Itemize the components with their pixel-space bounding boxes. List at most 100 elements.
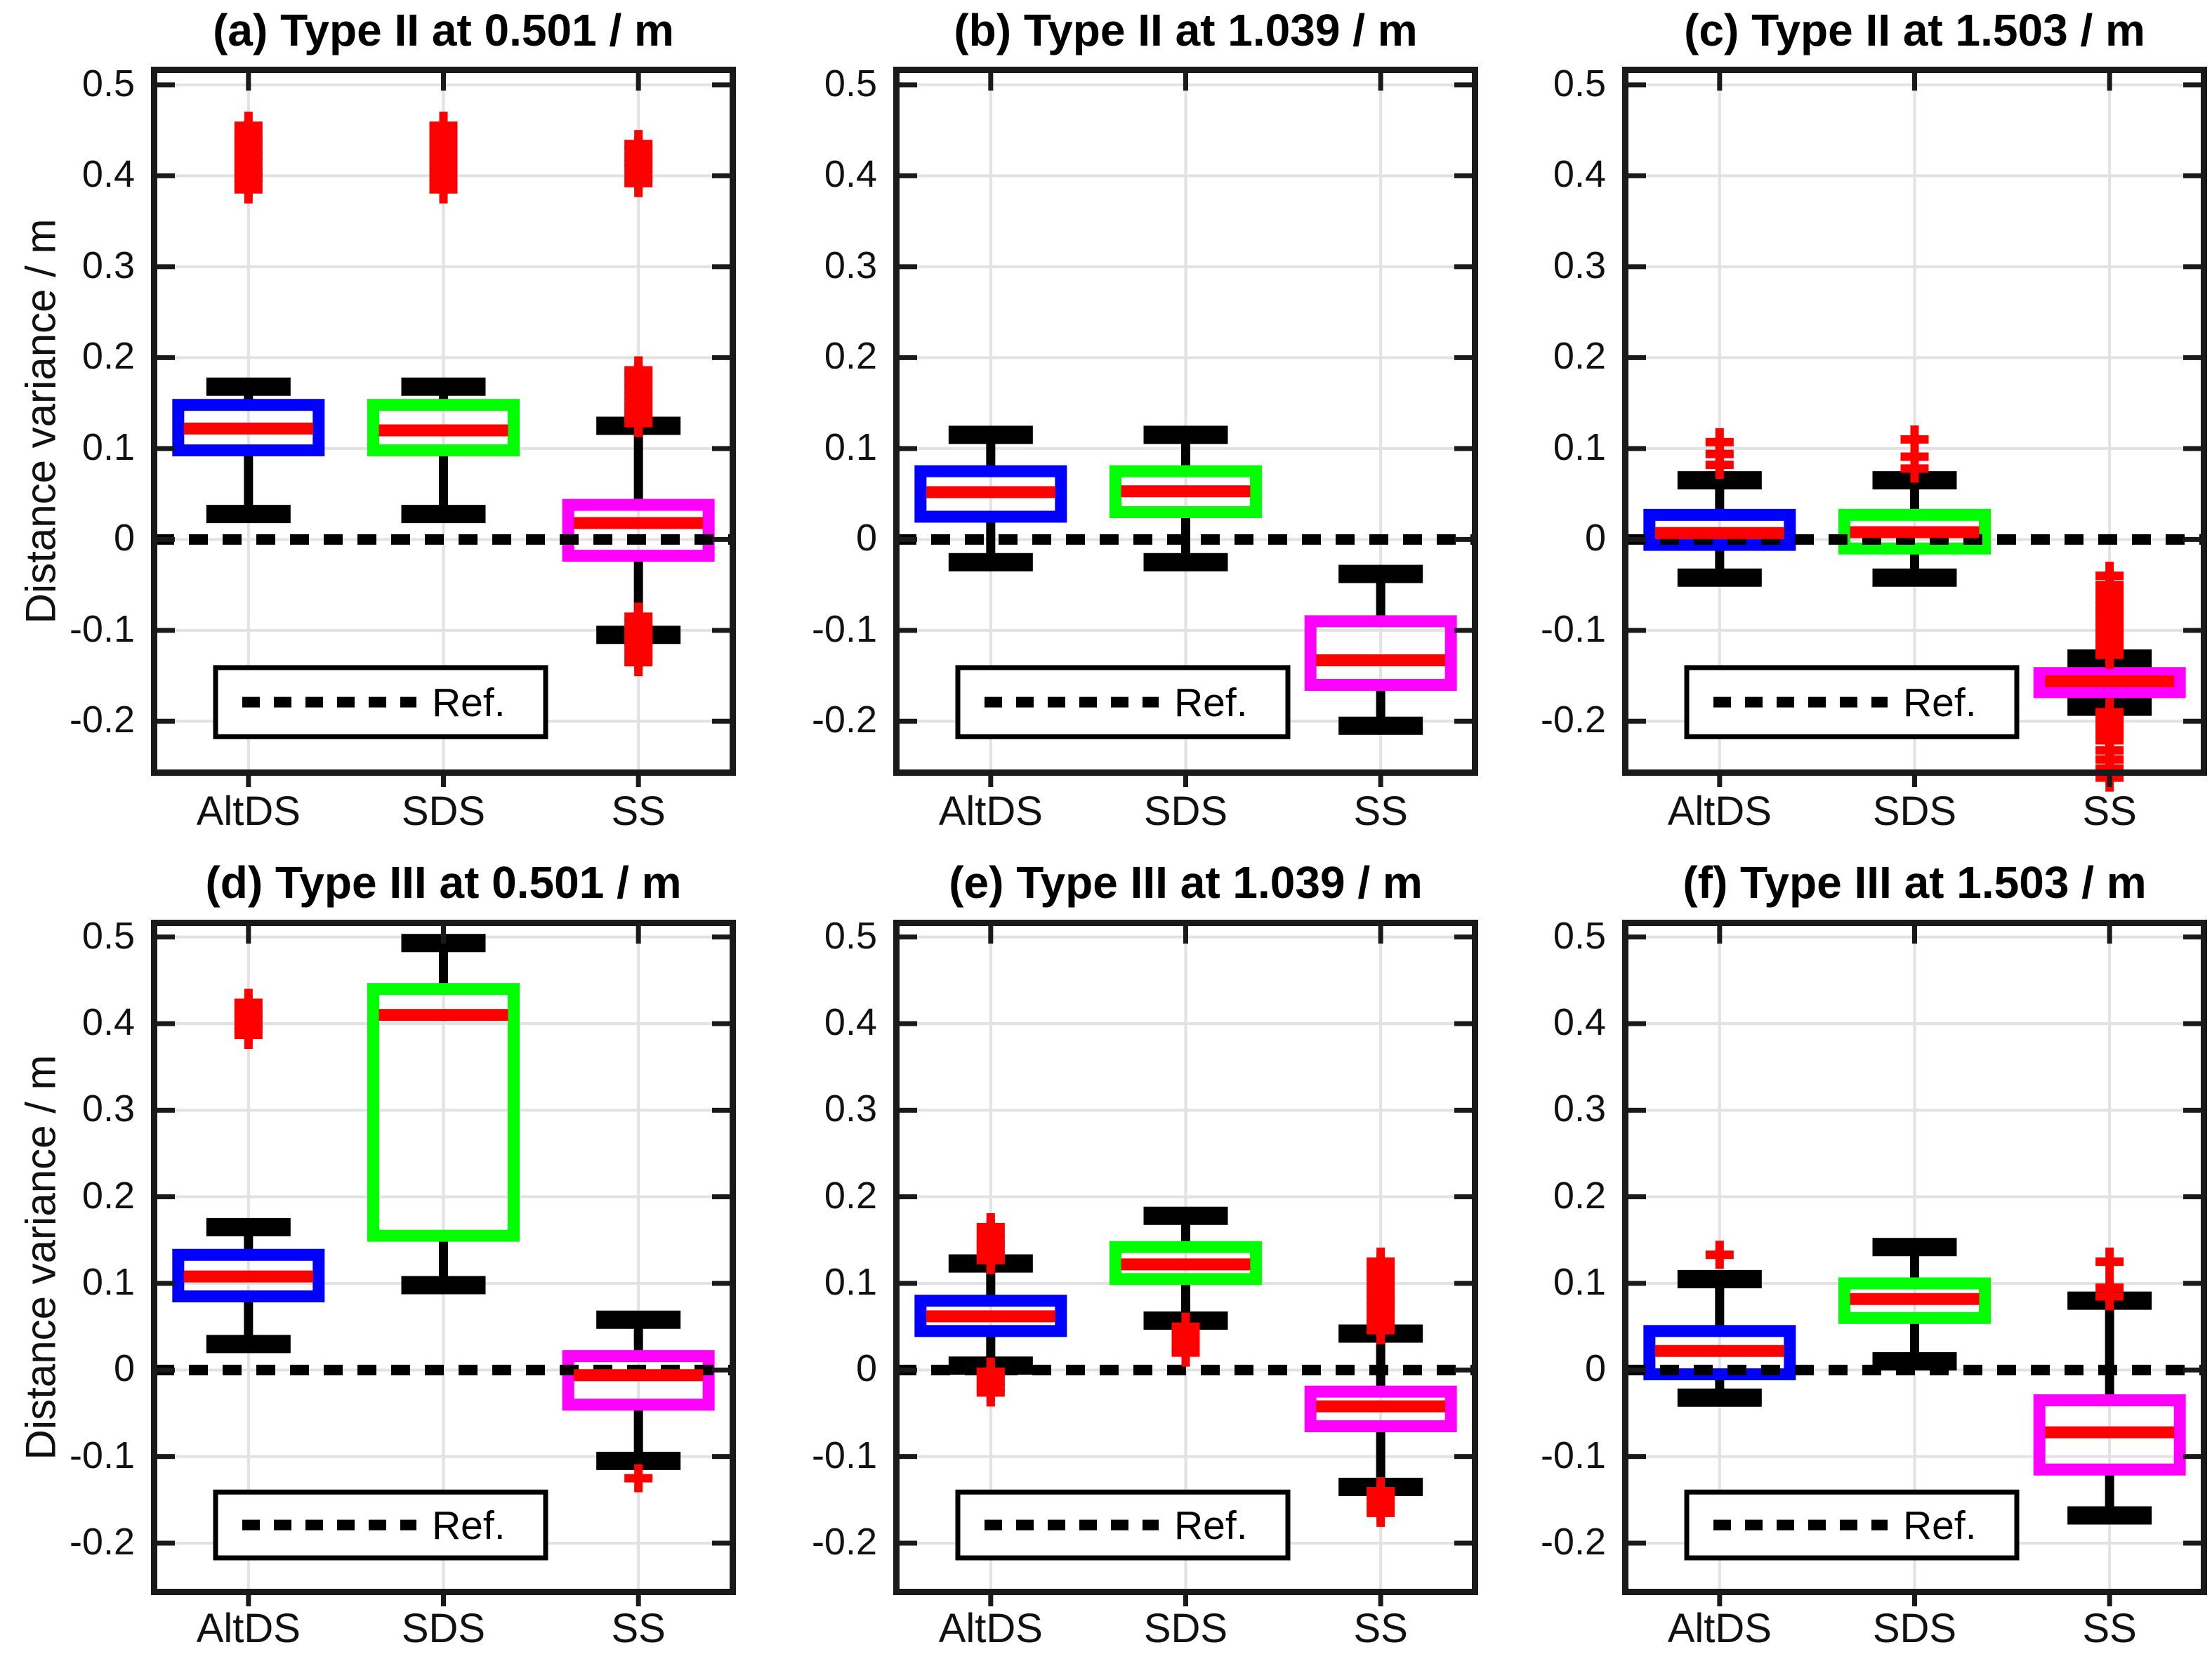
- outlier-marker: [1900, 425, 1929, 454]
- y-tick-label: 0.2: [824, 1174, 877, 1217]
- outlier-marker: [429, 112, 458, 140]
- box-SS: [1304, 615, 1457, 692]
- y-tick-label: 0.4: [824, 153, 877, 196]
- outlier-marker: [1367, 1498, 1395, 1527]
- y-tick-label: 0: [113, 517, 135, 560]
- outlier-marker: [2095, 1248, 2124, 1276]
- outlier-marker: [1705, 428, 1734, 456]
- legend: Ref.: [1684, 1489, 2020, 1561]
- legend: Ref.: [1684, 665, 2020, 739]
- outlier-marker: [976, 1212, 1005, 1241]
- y-tick-label: 0.1: [81, 1261, 135, 1303]
- box-AltDS: [172, 1248, 325, 1302]
- legend-label: Ref.: [432, 680, 506, 725]
- legend-label: Ref.: [1903, 1503, 1977, 1548]
- y-tick-label: 0.5: [1553, 914, 1606, 957]
- y-tick-label: 0.1: [824, 1261, 877, 1303]
- y-tick-label: 0: [113, 1347, 135, 1390]
- y-tick-label: 0.2: [1553, 335, 1606, 378]
- y-tick-label: 0.3: [824, 244, 877, 286]
- outlier-marker: [2095, 640, 2124, 669]
- x-category-label: SS: [2082, 1606, 2137, 1651]
- x-category-label: SDS: [401, 1606, 486, 1651]
- y-tick-label: 0.2: [81, 1174, 135, 1217]
- y-tick-label: 0.3: [1553, 244, 1606, 286]
- x-category-label: SDS: [1872, 1606, 1957, 1651]
- y-tick-label: 0.2: [824, 335, 877, 378]
- axes-border: [1622, 920, 2207, 1595]
- y-tick-label: -0.1: [1540, 607, 1606, 650]
- box-SDS: [1838, 508, 1991, 555]
- legend-box: [1684, 665, 2020, 739]
- legend-label: Ref.: [1174, 680, 1248, 725]
- panel-title-f: (f) Type III at 1.503 / m: [1683, 857, 2147, 908]
- panel-b-plot: Ref.: [893, 67, 1478, 787]
- y-tick-label: -0.1: [1540, 1434, 1606, 1476]
- x-category-label: AltDS: [1667, 788, 1772, 834]
- outlier-marker: [1705, 1241, 1734, 1269]
- box-SS: [2033, 1394, 2186, 1476]
- y-tick-label: -0.2: [69, 1521, 135, 1563]
- y-tick-label: 0.3: [1553, 1088, 1606, 1130]
- x-category-label: AltDS: [196, 1606, 301, 1651]
- y-tick-label: 0.1: [824, 425, 877, 468]
- box-AltDS: [1643, 1325, 1796, 1380]
- y-tick-label: 0.2: [81, 335, 135, 378]
- panel-title-d: (d) Type III at 0.501 / m: [205, 857, 682, 908]
- outlier-marker: [234, 989, 263, 1017]
- x-category-label: AltDS: [938, 1606, 1043, 1651]
- panel-f-plot: Ref.: [1622, 920, 2207, 1606]
- y-tick-label: 0.5: [824, 914, 877, 957]
- x-category-label: SDS: [1143, 1606, 1228, 1651]
- legend: Ref.: [213, 1489, 548, 1561]
- y-tick-label: 0.4: [81, 153, 135, 196]
- panel-title-c: (c) Type II at 1.503 / m: [1684, 5, 2145, 55]
- outlier-marker: [624, 130, 653, 159]
- y-tick-label: 0.5: [81, 62, 135, 105]
- box-SDS: [367, 983, 520, 1242]
- panel-a-plot: Ref.: [151, 67, 736, 787]
- y-tick-label: 0.4: [1553, 1001, 1606, 1043]
- y-tick-label: 0.4: [824, 1001, 877, 1043]
- x-category-label: SS: [611, 788, 666, 834]
- x-category-label: SS: [2082, 788, 2137, 834]
- box-SS: [562, 498, 715, 562]
- x-category-label: SS: [1353, 1606, 1408, 1651]
- outlier-marker: [1367, 1248, 1395, 1276]
- y-tick-label: 0: [855, 1347, 877, 1390]
- y-tick-label: -0.2: [1540, 699, 1606, 741]
- outlier-marker: [624, 356, 653, 385]
- y-tick-label: -0.1: [69, 1434, 135, 1476]
- panel-title-b: (b) Type II at 1.039 / m: [954, 5, 1418, 55]
- box-SDS: [1110, 1241, 1262, 1285]
- y-tick-label: 0.1: [1553, 425, 1606, 468]
- legend-label: Ref.: [432, 1503, 506, 1548]
- y-tick-label: 0.1: [81, 425, 135, 468]
- axes-border: [151, 920, 736, 1595]
- panel-title-e: (e) Type III at 1.039 / m: [949, 857, 1423, 908]
- axes-border: [893, 67, 1478, 776]
- legend: Ref.: [955, 1489, 1291, 1561]
- x-category-label: AltDS: [196, 788, 301, 834]
- y-tick-label: -0.1: [811, 1434, 877, 1476]
- y-tick-label: 0.3: [824, 1088, 877, 1130]
- y-tick-label: -0.2: [1540, 1521, 1606, 1563]
- legend: Ref.: [213, 665, 548, 739]
- y-tick-label: 0.3: [81, 1088, 135, 1130]
- y-tick-label: -0.2: [811, 699, 877, 741]
- panel-c-plot: Ref.: [1622, 67, 2207, 792]
- box-SDS: [1110, 465, 1262, 518]
- x-category-label: SS: [1353, 788, 1408, 834]
- legend-label: Ref.: [1174, 1503, 1248, 1548]
- y-tick-label: -0.2: [69, 699, 135, 741]
- axes-border: [1622, 67, 2207, 776]
- box-AltDS: [914, 465, 1067, 523]
- panel-d-plot: Ref.: [151, 920, 736, 1606]
- axes-border: [151, 67, 736, 776]
- x-category-label: SDS: [1872, 788, 1957, 834]
- x-category-label: SS: [611, 1606, 666, 1651]
- outlier-marker: [234, 112, 263, 140]
- y-tick-label: 0.3: [81, 244, 135, 286]
- outlier-marker: [2095, 1282, 2124, 1311]
- y-tick-label: -0.2: [811, 1521, 877, 1563]
